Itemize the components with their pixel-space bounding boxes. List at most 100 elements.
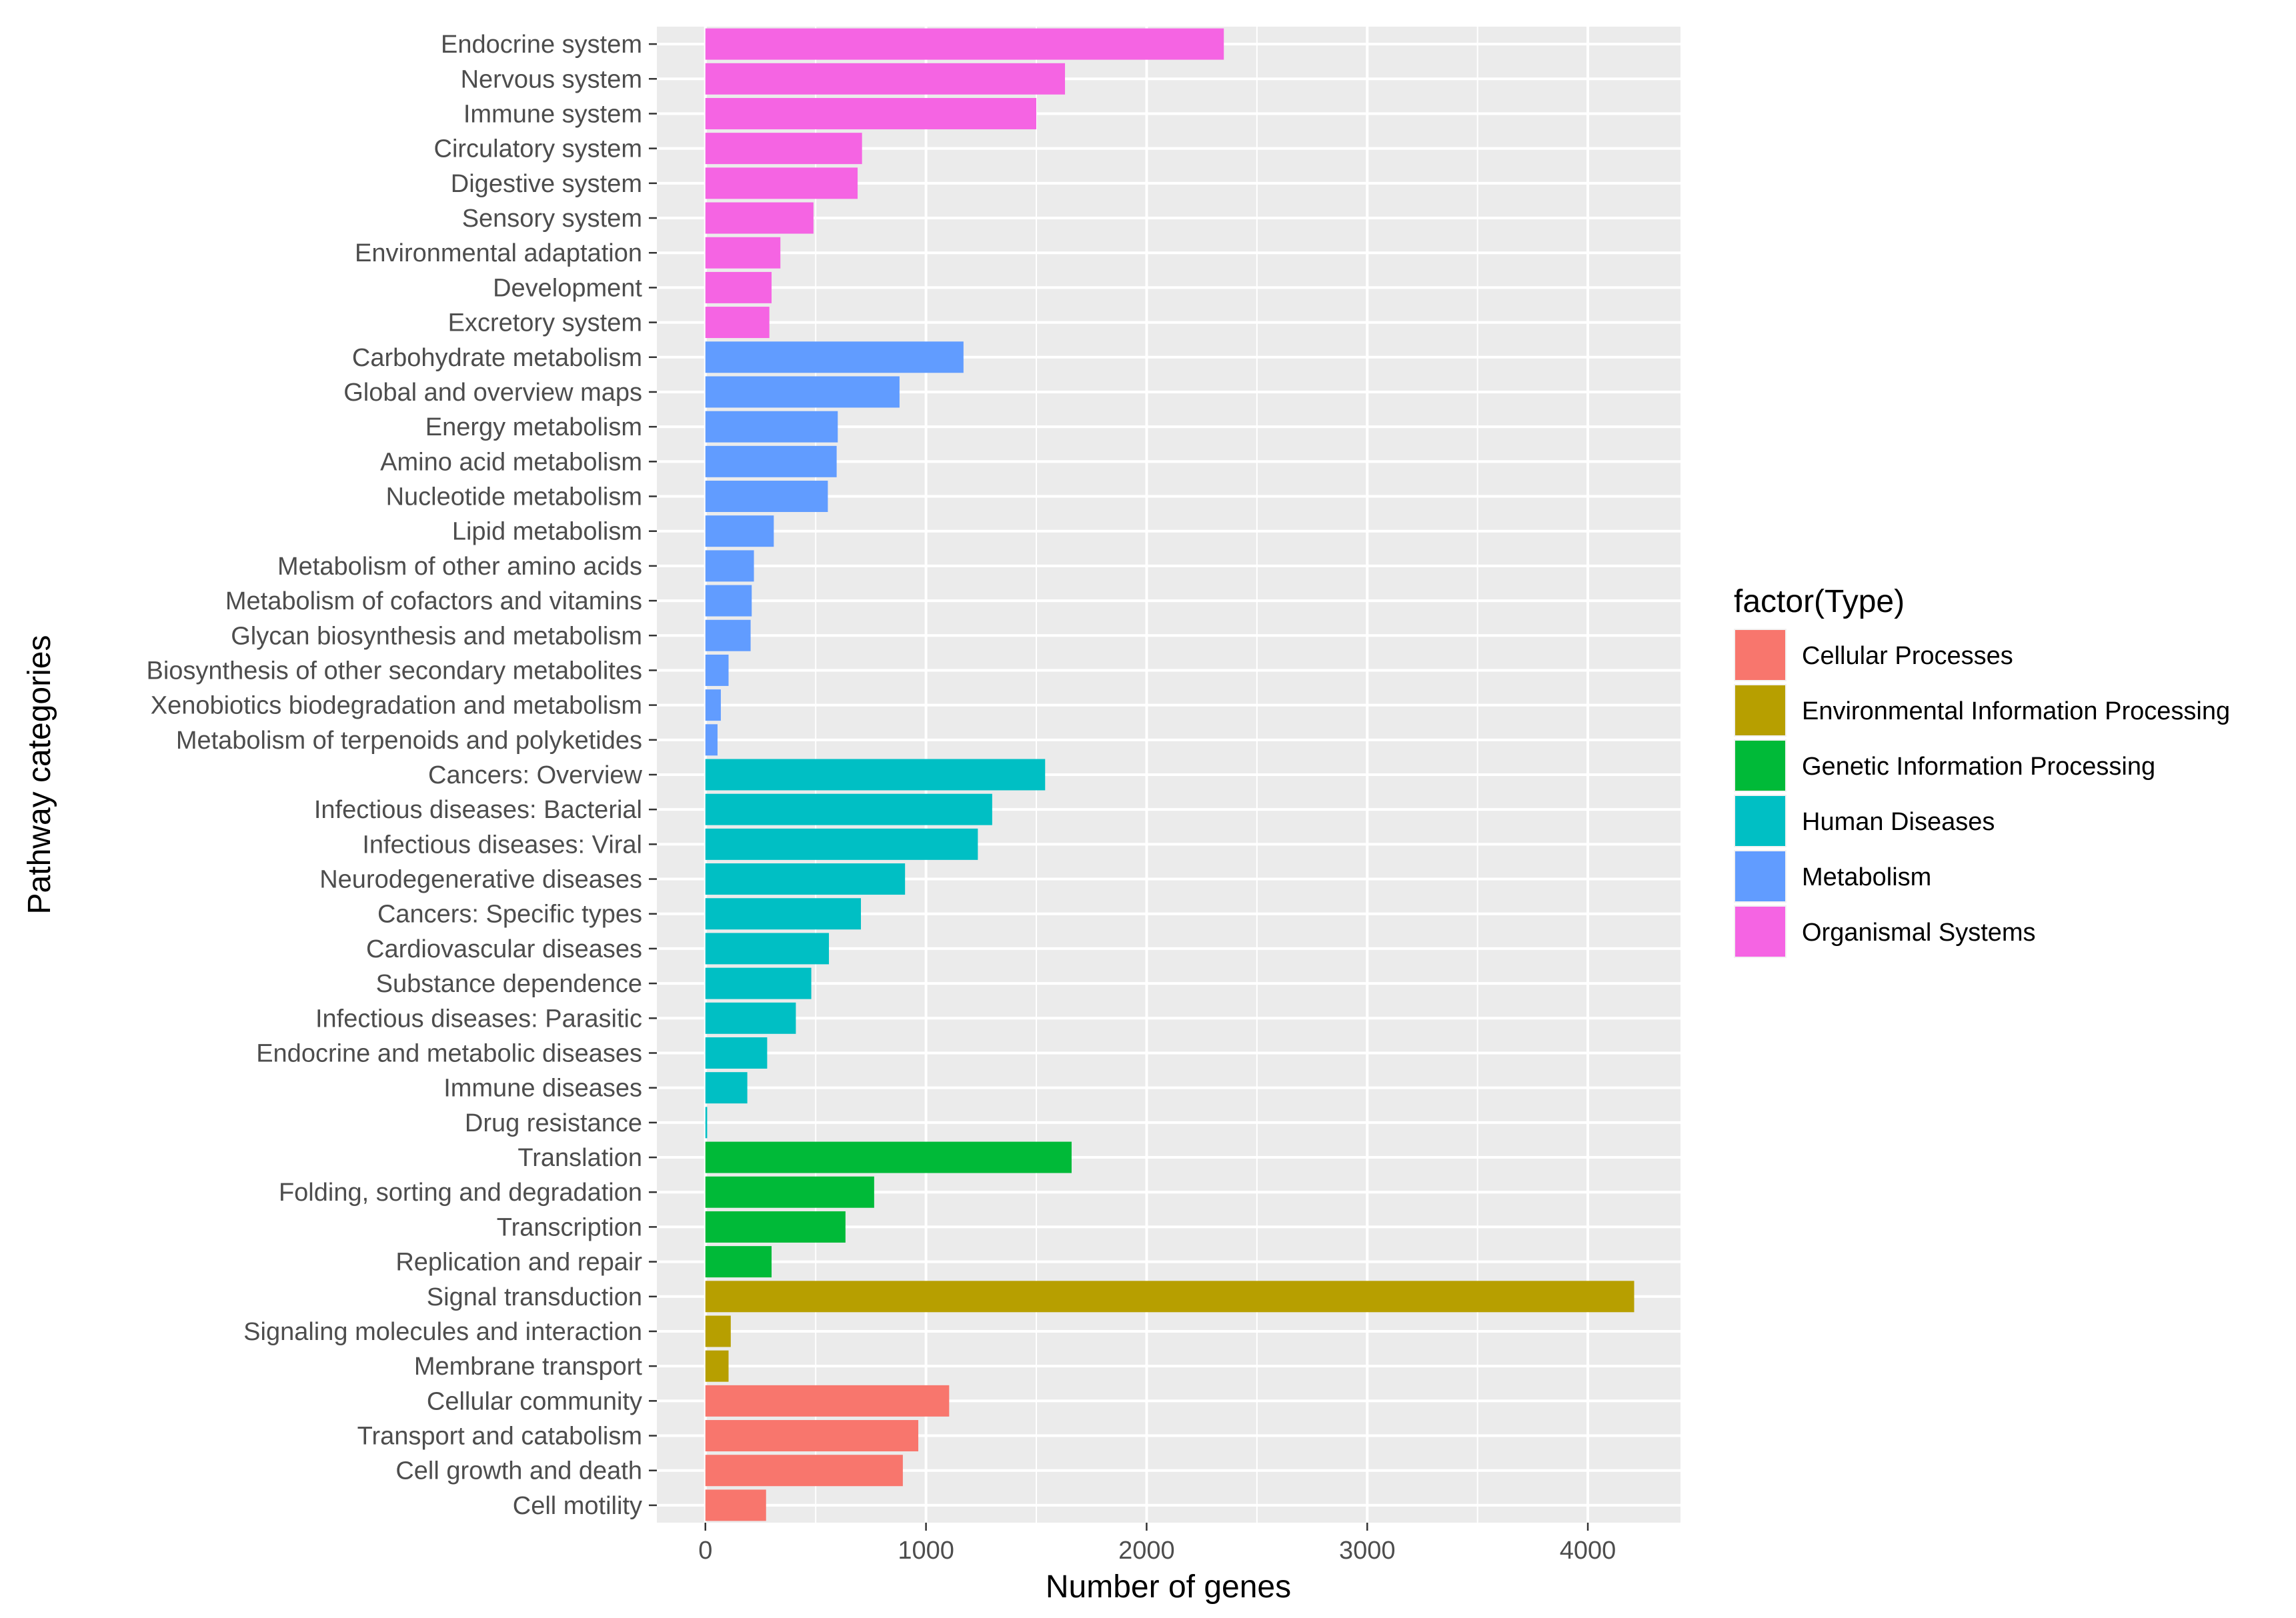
bar-xenobiotics-biodegradation-and-metabolism — [705, 689, 721, 721]
x-tick-label: 0 — [698, 1537, 712, 1565]
bar-energy-metabolism — [705, 411, 838, 443]
y-tick-label: Folding, sorting and degradation — [279, 1179, 642, 1207]
y-tick-label: Membrane transport — [414, 1353, 643, 1381]
bar-environmental-adaptation — [705, 237, 781, 269]
bar-metabolism-of-cofactors-and-vitamins — [705, 585, 752, 617]
y-tick-label: Cell motility — [513, 1492, 642, 1520]
bar-translation — [705, 1141, 1072, 1173]
bar-drug-resistance — [705, 1107, 708, 1139]
bar-biosynthesis-of-other-secondary-metabolites — [705, 654, 729, 686]
bar-cancers-overview — [705, 759, 1046, 791]
legend: factor(Type) Cellular Processes Environme… — [1734, 584, 2230, 958]
y-tick-label: Replication and repair — [395, 1249, 642, 1277]
y-tick-label: Substance dependence — [376, 970, 642, 998]
y-tick-label: Neurodegenerative diseases — [319, 866, 642, 894]
bars — [705, 28, 1634, 1521]
x-tick-label: 1000 — [898, 1537, 954, 1565]
x-tick-label: 3000 — [1339, 1537, 1396, 1565]
y-tick-label: Infectious diseases: Parasitic — [315, 1005, 642, 1033]
bar-carbohydrate-metabolism — [705, 341, 964, 373]
bar-signal-transduction — [705, 1281, 1634, 1313]
y-tick-label: Infectious diseases: Bacterial — [314, 796, 642, 824]
legend-label-metabolism: Metabolism — [1802, 863, 1931, 891]
legend-swatch-genetic-information-processing — [1735, 741, 1785, 791]
y-tick-label: Development — [493, 274, 642, 302]
y-tick-label: Circulatory system — [434, 135, 643, 163]
bar-metabolism-of-other-amino-acids — [705, 550, 754, 582]
y-tick-label: Biosynthesis of other secondary metaboli… — [146, 657, 642, 685]
y-tick-label: Signaling molecules and interaction — [243, 1318, 642, 1346]
y-tick-label: Signal transduction — [427, 1283, 642, 1311]
bar-membrane-transport — [705, 1350, 729, 1382]
y-tick-label: Digestive system — [451, 170, 642, 198]
bar-infectious-diseases-bacterial — [705, 793, 992, 825]
y-tick-label: Endocrine system — [441, 31, 642, 59]
bar-amino-acid-metabolism — [705, 445, 837, 477]
bar-substance-dependence — [705, 967, 812, 999]
legend-label-genetic-information-processing: Genetic Information Processing — [1802, 753, 2155, 781]
y-axis: Endocrine system Nervous system Immune sys… — [146, 31, 657, 1520]
bar-infectious-diseases-parasitic — [705, 1002, 796, 1034]
bar-immune-diseases — [705, 1072, 748, 1104]
y-tick-label: Cellular community — [427, 1387, 642, 1415]
bar-cell-growth-and-death — [705, 1455, 903, 1487]
y-tick-label: Nucleotide metabolism — [386, 483, 642, 511]
y-tick-label: Metabolism of other amino acids — [277, 553, 642, 581]
bar-immune-system — [705, 97, 1037, 129]
bar-infectious-diseases-viral — [705, 828, 978, 860]
bar-nucleotide-metabolism — [705, 481, 828, 512]
y-tick-label: Cardiovascular diseases — [366, 935, 642, 963]
bar-circulatory-system — [705, 133, 862, 165]
bar-development — [705, 271, 772, 303]
y-tick-label: Nervous system — [461, 65, 642, 93]
legend-label-organismal-systems: Organismal Systems — [1802, 919, 2036, 947]
bar-signaling-molecules-and-interaction — [705, 1315, 731, 1347]
bar-transcription — [705, 1211, 846, 1243]
bar-replication-and-repair — [705, 1246, 772, 1278]
y-tick-label: Endocrine and metabolic diseases — [256, 1039, 642, 1067]
bar-cancers-specific-types — [705, 898, 862, 930]
y-axis-title: Pathway categories — [22, 635, 57, 915]
x-axis: 0 1000 2000 3000 4000 — [698, 1523, 1616, 1565]
bar-nervous-system — [705, 63, 1066, 95]
legend-swatch-metabolism — [1735, 851, 1785, 901]
y-tick-label: Energy metabolism — [425, 413, 642, 441]
bar-digestive-system — [705, 167, 858, 199]
bar-cell-motility — [705, 1489, 766, 1521]
bar-glycan-biosynthesis-and-metabolism — [705, 619, 751, 651]
y-tick-label: Xenobiotics biodegradation and metabolis… — [151, 692, 642, 720]
y-tick-label: Glycan biosynthesis and metabolism — [231, 622, 642, 650]
y-tick-label: Cancers: Specific types — [377, 901, 642, 929]
bar-endocrine-system — [705, 28, 1224, 60]
bar-cardiovascular-diseases — [705, 933, 830, 965]
y-tick-label: Carbohydrate metabolism — [352, 344, 642, 372]
bar-neurodegenerative-diseases — [705, 863, 906, 895]
bar-lipid-metabolism — [705, 515, 774, 547]
bar-excretory-system — [705, 307, 770, 339]
y-tick-label: Environmental adaptation — [355, 239, 642, 267]
bar-folding-sorting-and-degradation — [705, 1176, 874, 1208]
y-tick-label: Excretory system — [448, 309, 642, 337]
legend-label-cellular-processes: Cellular Processes — [1802, 642, 2013, 670]
legend-swatch-environmental-information-processing — [1735, 685, 1785, 735]
y-tick-label: Global and overview maps — [343, 379, 642, 407]
legend-swatch-human-diseases — [1735, 796, 1785, 846]
x-tick-label: 2000 — [1118, 1537, 1175, 1565]
legend-label-environmental-information-processing: Environmental Information Processing — [1802, 697, 2230, 725]
bar-endocrine-and-metabolic-diseases — [705, 1037, 768, 1069]
x-tick-label: 4000 — [1560, 1537, 1616, 1565]
y-tick-label: Cancers: Overview — [428, 761, 643, 789]
y-tick-label: Drug resistance — [465, 1109, 642, 1137]
y-tick-label: Transcription — [497, 1213, 642, 1241]
legend-title: factor(Type) — [1734, 584, 1905, 619]
legend-label-human-diseases: Human Diseases — [1802, 808, 1995, 836]
y-tick-label: Immune system — [463, 100, 642, 128]
y-tick-label: Lipid metabolism — [452, 518, 642, 546]
bar-metabolism-of-terpenoids-and-polyketides — [705, 724, 718, 756]
bar-sensory-system — [705, 202, 814, 234]
y-tick-label: Amino acid metabolism — [380, 448, 642, 476]
bar-cellular-community — [705, 1385, 950, 1417]
bar-global-and-overview-maps — [705, 376, 900, 408]
y-tick-label: Cell growth and death — [395, 1457, 642, 1485]
